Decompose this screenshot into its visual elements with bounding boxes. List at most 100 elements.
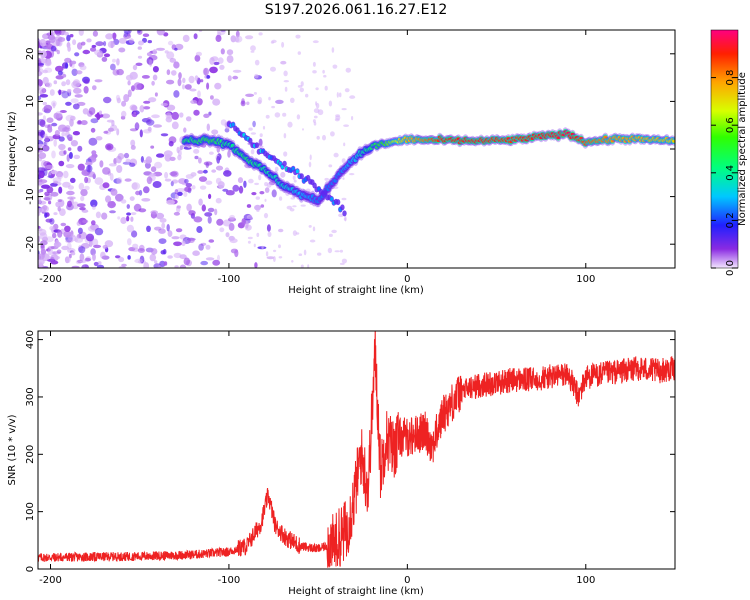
noise-speckle — [250, 149, 255, 155]
noise-speckle — [38, 157, 43, 162]
noise-speckle — [343, 124, 349, 127]
noise-speckle — [38, 167, 46, 173]
noise-speckle — [273, 249, 277, 253]
noise-speckle — [316, 135, 320, 140]
noise-speckle — [61, 131, 66, 137]
x-tick-label: 0 — [404, 575, 410, 586]
noise-speckle — [254, 59, 260, 66]
noise-speckle — [42, 69, 48, 74]
noise-speckle — [47, 248, 54, 256]
noise-speckle — [131, 230, 138, 238]
noise-speckle — [203, 113, 210, 119]
noise-speckle — [164, 178, 172, 182]
noise-speckle — [247, 240, 251, 244]
noise-speckle — [125, 158, 131, 163]
noise-speckle — [93, 261, 99, 267]
noise-speckle — [183, 186, 192, 193]
noise-speckle — [55, 65, 64, 72]
noise-speckle — [55, 201, 60, 208]
noise-speckle — [78, 30, 84, 36]
noise-speckle — [71, 81, 80, 89]
noise-speckle — [271, 39, 277, 44]
noise-speckle — [123, 152, 130, 159]
colorbar-gradient — [711, 30, 738, 268]
noise-speckle — [142, 129, 152, 134]
noise-speckle — [206, 75, 210, 79]
branch-blob — [248, 137, 253, 144]
noise-speckle — [208, 193, 212, 199]
branch-blob — [254, 142, 259, 149]
noise-speckle — [138, 208, 147, 213]
noise-speckle — [209, 66, 218, 74]
branch-core — [231, 122, 235, 127]
noise-speckle — [39, 38, 47, 47]
noise-speckle — [150, 248, 158, 255]
noise-speckle — [219, 227, 225, 233]
noise-speckle — [173, 241, 182, 247]
noise-speckle — [134, 258, 143, 264]
noise-speckle — [72, 103, 80, 110]
noise-speckle — [104, 240, 114, 248]
noise-speckle — [42, 101, 47, 106]
noise-speckle — [174, 265, 179, 268]
noise-speckle — [280, 171, 286, 178]
noise-speckle — [161, 222, 166, 229]
noise-speckle — [50, 45, 57, 52]
noise-speckle — [57, 229, 63, 238]
noise-speckle — [77, 120, 82, 124]
noise-speckle — [96, 264, 105, 268]
noise-speckle — [92, 85, 97, 91]
noise-speckle — [44, 191, 50, 196]
noise-speckle — [300, 204, 306, 207]
noise-speckle — [213, 61, 220, 66]
noise-speckle — [99, 110, 102, 115]
noise-speckle — [42, 76, 49, 85]
noise-speckle — [204, 212, 213, 217]
x-tick-label: -100 — [218, 575, 241, 586]
noise-speckle — [38, 235, 41, 243]
noise-speckle — [51, 100, 57, 107]
noise-speckle — [271, 189, 277, 198]
noise-speckle — [66, 190, 75, 196]
noise-speckle — [160, 133, 169, 137]
noise-speckle — [70, 98, 79, 103]
noise-speckle — [70, 60, 77, 65]
noise-speckle — [274, 112, 281, 118]
noise-speckle — [55, 75, 64, 80]
noise-speckle — [126, 204, 130, 209]
noise-speckle — [73, 154, 81, 160]
y-tick-label: 20 — [25, 47, 36, 60]
noise-speckle — [166, 224, 170, 232]
noise-speckle — [116, 97, 121, 104]
x-tick-label: -200 — [39, 575, 62, 586]
noise-speckle — [173, 211, 180, 216]
noise-speckle — [39, 119, 46, 128]
noise-speckle — [332, 64, 338, 69]
noise-speckle — [94, 79, 103, 83]
noise-speckle — [158, 228, 166, 234]
noise-speckle — [48, 200, 52, 205]
noise-speckle — [41, 88, 47, 94]
noise-speckle — [312, 226, 316, 232]
y-tick-label: 200 — [25, 445, 36, 464]
noise-speckle — [70, 177, 76, 183]
noise-speckle — [126, 212, 132, 216]
noise-speckle — [65, 114, 75, 122]
noise-speckle — [228, 222, 235, 231]
noise-speckle — [327, 192, 332, 196]
noise-speckle — [217, 254, 220, 261]
noise-speckle — [211, 169, 217, 173]
noise-speckle — [178, 72, 182, 80]
noise-speckle — [194, 155, 199, 160]
noise-speckle — [156, 47, 165, 51]
noise-speckle — [97, 261, 102, 265]
branch-blob — [282, 160, 287, 167]
noise-speckle — [167, 40, 174, 46]
noise-speckle — [67, 136, 73, 142]
noise-speckle — [109, 210, 116, 214]
noise-speckle — [94, 177, 104, 185]
noise-speckle — [248, 178, 254, 184]
noise-speckle — [80, 195, 85, 202]
